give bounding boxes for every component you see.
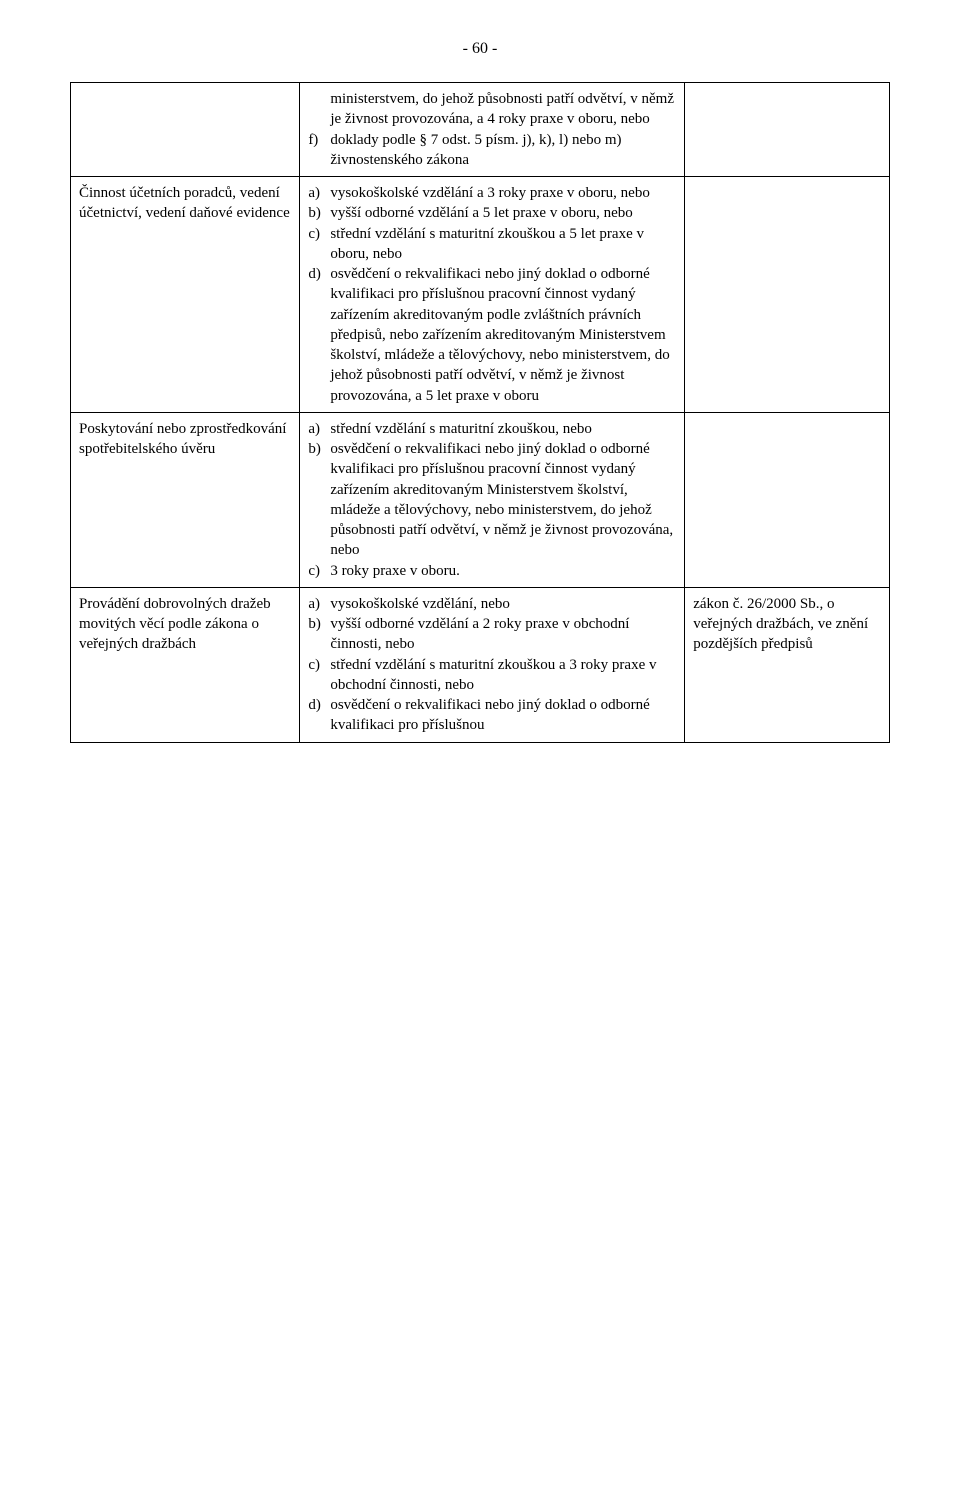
item-marker: a) bbox=[308, 594, 320, 614]
list-item: c) střední vzdělání s maturitní zkouškou … bbox=[308, 224, 676, 265]
col-subject: Poskytování nebo zprostředkování spotřeb… bbox=[71, 412, 300, 587]
item-text: ministerstvem, do jehož působnosti patří… bbox=[330, 91, 674, 127]
item-marker: a) bbox=[308, 419, 320, 439]
col-requirements: a) vysokoškolské vzdělání, nebo b) vyšší od… bbox=[300, 587, 685, 742]
list-item: a) vysokoškolské vzdělání a 3 roky praxe … bbox=[308, 183, 676, 203]
table-row: Poskytování nebo zprostředkování spotřeb… bbox=[71, 412, 890, 587]
col-law-reference bbox=[685, 83, 890, 177]
table-row: Činnost účetních poradců, vedení účetnic… bbox=[71, 177, 890, 413]
item-marker: c) bbox=[308, 561, 320, 581]
item-text: vyšší odborné vzdělání a 2 roky praxe v … bbox=[330, 616, 629, 652]
item-marker: d) bbox=[308, 695, 321, 715]
item-text: střední vzdělání s maturitní zkouškou a … bbox=[330, 226, 644, 262]
item-text: osvědčení o rekvalifikaci nebo jiný dokl… bbox=[330, 441, 673, 558]
list-item: d) osvědčení o rekvalifikaci nebo jiný do… bbox=[308, 695, 676, 736]
item-text: doklady podle § 7 odst. 5 písm. j), k), … bbox=[330, 132, 621, 168]
item-text: vyšší odborné vzdělání a 5 let praxe v o… bbox=[330, 205, 632, 221]
item-marker: b) bbox=[308, 439, 321, 459]
item-marker: c) bbox=[308, 655, 320, 675]
content-table: ministerstvem, do jehož působnosti patří… bbox=[70, 82, 890, 743]
list-item: c) 3 roky praxe v oboru. bbox=[308, 561, 676, 581]
col-subject bbox=[71, 83, 300, 177]
list-item: c) střední vzdělání s maturitní zkouškou … bbox=[308, 655, 676, 696]
page-number: - 60 - bbox=[70, 40, 890, 58]
col-subject: Činnost účetních poradců, vedení účetnic… bbox=[71, 177, 300, 413]
list-item: a) střední vzdělání s maturitní zkouškou,… bbox=[308, 419, 676, 439]
item-text: 3 roky praxe v oboru. bbox=[330, 563, 460, 579]
col-requirements: a) střední vzdělání s maturitní zkouškou,… bbox=[300, 412, 685, 587]
item-marker: c) bbox=[308, 224, 320, 244]
col-requirements: ministerstvem, do jehož působnosti patří… bbox=[300, 83, 685, 177]
col-law-reference bbox=[685, 412, 890, 587]
list-item: b) vyšší odborné vzdělání a 5 let praxe v… bbox=[308, 203, 676, 223]
item-marker: f) bbox=[308, 130, 318, 150]
item-text: střední vzdělání s maturitní zkouškou a … bbox=[330, 657, 656, 693]
col-requirements: a) vysokoškolské vzdělání a 3 roky praxe … bbox=[300, 177, 685, 413]
col-subject: Provádění dobrovolných dražeb movitých v… bbox=[71, 587, 300, 742]
item-marker: b) bbox=[308, 203, 321, 223]
item-text: vysokoškolské vzdělání, nebo bbox=[330, 596, 510, 612]
item-text: osvědčení o rekvalifikaci nebo jiný dokl… bbox=[330, 697, 650, 733]
item-marker: b) bbox=[308, 614, 321, 634]
list-item: a) vysokoškolské vzdělání, nebo bbox=[308, 594, 676, 614]
item-marker: d) bbox=[308, 264, 321, 284]
col-law-reference: zákon č. 26/2000 Sb., o veřejných dražbá… bbox=[685, 587, 890, 742]
item-text: osvědčení o rekvalifikaci nebo jiný dokl… bbox=[330, 266, 669, 404]
item-text: vysokoškolské vzdělání a 3 roky praxe v … bbox=[330, 185, 650, 201]
list-item: ministerstvem, do jehož působnosti patří… bbox=[308, 89, 676, 130]
table-row: ministerstvem, do jehož působnosti patří… bbox=[71, 83, 890, 177]
item-marker: a) bbox=[308, 183, 320, 203]
item-text: střední vzdělání s maturitní zkouškou, n… bbox=[330, 421, 592, 437]
table-row: Provádění dobrovolných dražeb movitých v… bbox=[71, 587, 890, 742]
col-law-reference bbox=[685, 177, 890, 413]
list-item: b) osvědčení o rekvalifikaci nebo jiný do… bbox=[308, 439, 676, 561]
list-item: f) doklady podle § 7 odst. 5 písm. j), k)… bbox=[308, 130, 676, 171]
list-item: b) vyšší odborné vzdělání a 2 roky praxe … bbox=[308, 614, 676, 655]
list-item: d) osvědčení o rekvalifikaci nebo jiný do… bbox=[308, 264, 676, 406]
